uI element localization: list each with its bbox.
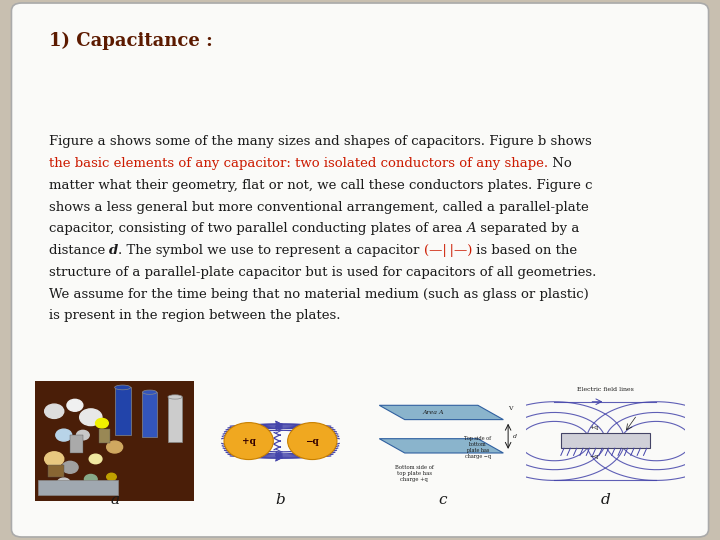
Polygon shape: [379, 438, 503, 453]
Bar: [114, 387, 130, 435]
Circle shape: [224, 423, 274, 460]
Circle shape: [84, 475, 97, 484]
Bar: [99, 429, 110, 443]
Circle shape: [56, 429, 72, 441]
Circle shape: [287, 423, 337, 460]
Text: structure of a parallel-plate capacitor but is used for capacitors of all geomet: structure of a parallel-plate capacitor …: [49, 266, 596, 279]
Text: No: No: [548, 157, 572, 170]
Circle shape: [45, 452, 64, 466]
Text: distance: distance: [49, 244, 109, 257]
Text: Top side of
bottom
plate has
charge −q: Top side of bottom plate has charge −q: [464, 436, 491, 458]
Text: matter what their geometry, flat or not, we call these conductors plates. Figure: matter what their geometry, flat or not,…: [49, 179, 592, 192]
Text: V: V: [508, 406, 513, 411]
Text: the basic elements of any capacitor: two isolated conductors of any shape.: the basic elements of any capacitor: two…: [49, 157, 548, 170]
Bar: [168, 397, 182, 442]
Text: Bottom side of
top plate has
charge +q: Bottom side of top plate has charge +q: [395, 465, 433, 482]
Circle shape: [96, 418, 108, 428]
Text: (—| |—): (—| |—): [424, 244, 472, 257]
Text: capacitor, consisting of two parallel conducting plates of area: capacitor, consisting of two parallel co…: [49, 222, 467, 235]
Text: d: d: [600, 494, 611, 508]
Text: c: c: [438, 494, 447, 508]
Text: is based on the: is based on the: [472, 244, 577, 257]
Circle shape: [107, 441, 122, 453]
Circle shape: [80, 409, 102, 426]
Text: Figure a shows some of the many sizes and shapes of capacitors. Figure b shows: Figure a shows some of the many sizes an…: [49, 135, 591, 148]
Circle shape: [107, 473, 116, 481]
Text: a: a: [110, 494, 120, 508]
Polygon shape: [379, 406, 503, 420]
Text: separated by a: separated by a: [476, 222, 580, 235]
Text: +q: +q: [590, 425, 599, 430]
Bar: [561, 433, 650, 448]
Ellipse shape: [143, 390, 157, 394]
Text: 1) Capacitance :: 1) Capacitance :: [49, 31, 212, 50]
Text: −q: −q: [590, 454, 599, 459]
Ellipse shape: [168, 395, 182, 399]
Circle shape: [76, 430, 89, 440]
Ellipse shape: [114, 385, 130, 390]
Text: d: d: [513, 434, 517, 439]
Text: +q: +q: [242, 436, 256, 446]
Bar: [48, 465, 64, 477]
Text: is present in the region between the plates.: is present in the region between the pla…: [49, 309, 340, 322]
Bar: [143, 392, 157, 437]
Circle shape: [89, 454, 102, 464]
Text: −q: −q: [305, 436, 319, 446]
Text: Area A: Area A: [423, 410, 444, 415]
Bar: [38, 481, 118, 495]
Text: We assume for the time being that no material medium (such as glass or plastic): We assume for the time being that no mat…: [49, 288, 588, 301]
Text: A: A: [467, 222, 476, 235]
Text: shows a less general but more conventional arrangement, called a parallel-plate: shows a less general but more convention…: [49, 200, 588, 213]
Circle shape: [62, 461, 78, 473]
Text: Electric field lines: Electric field lines: [577, 387, 634, 393]
Text: b: b: [276, 494, 285, 508]
FancyBboxPatch shape: [12, 3, 708, 537]
Circle shape: [58, 478, 70, 488]
Text: d: d: [109, 244, 118, 257]
Bar: [70, 435, 83, 453]
Text: . The symbol we use to represent a capacitor: . The symbol we use to represent a capac…: [118, 244, 424, 257]
Circle shape: [67, 400, 83, 411]
Circle shape: [45, 404, 64, 418]
